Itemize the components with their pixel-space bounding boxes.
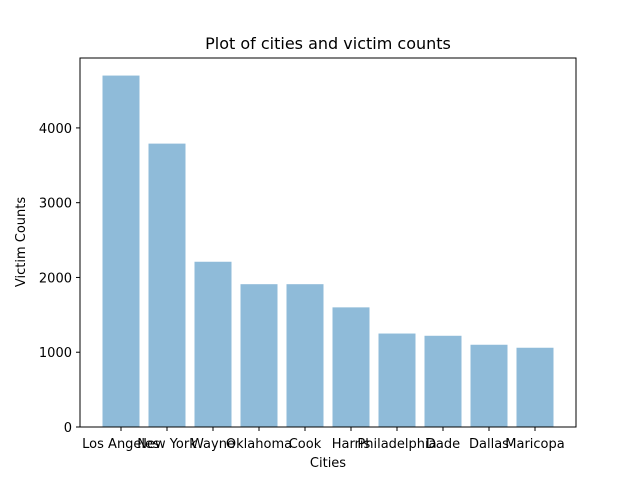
- bar-6: [378, 333, 416, 427]
- x-tick-label-6: Philadelphia: [357, 437, 436, 452]
- bar-9: [516, 347, 554, 427]
- x-tick-label-2: Wayne: [191, 437, 235, 452]
- bar-8: [470, 344, 508, 427]
- y-tick-label-1: 1000: [39, 346, 72, 361]
- bar-5: [332, 307, 370, 427]
- x-tick-label-5: Harris: [332, 437, 371, 452]
- y-axis-label: Victim Counts: [14, 197, 29, 287]
- x-tick-label-1: New York: [137, 437, 197, 452]
- y-tick-label-4: 4000: [39, 122, 72, 137]
- x-tick-label-9: Maricopa: [505, 437, 564, 452]
- x-tick-label-0: Los Angeles: [82, 437, 160, 452]
- chart-title: Plot of cities and victim counts: [205, 34, 451, 53]
- bar-4: [286, 284, 324, 427]
- bar-7: [424, 335, 462, 427]
- x-tick-label-7: Dade: [426, 437, 460, 452]
- x-tick-label-8: Dallas: [469, 437, 509, 452]
- y-tick-label-2: 2000: [39, 271, 72, 286]
- y-tick-label-0: 0: [64, 421, 72, 436]
- bars-group: [102, 75, 554, 428]
- bar-0: [102, 75, 140, 428]
- x-tick-label-4: Cook: [289, 437, 322, 452]
- bar-1: [148, 143, 186, 427]
- x-tick-label-3: Oklahoma: [226, 437, 292, 452]
- bar-3: [240, 284, 278, 427]
- x-axis-label: Cities: [310, 456, 346, 471]
- y-axis: 0 1000 2000 3000 4000: [39, 122, 80, 436]
- y-tick-label-3: 3000: [39, 197, 72, 212]
- bar-2: [194, 261, 232, 427]
- plot-frame: [79, 57, 577, 428]
